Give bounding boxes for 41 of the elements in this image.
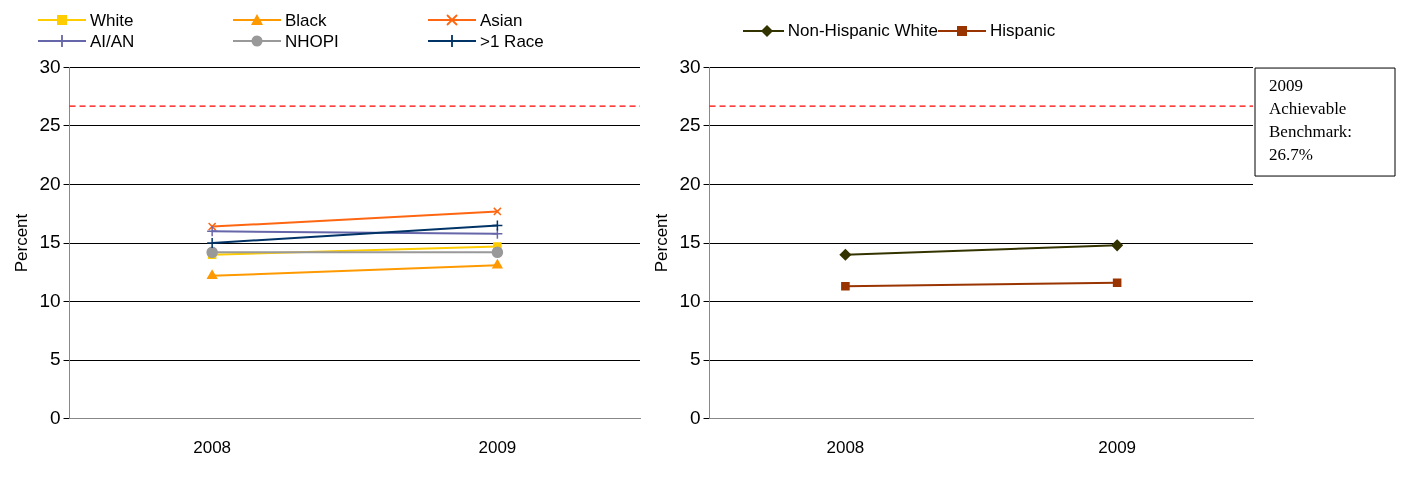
x-tick-label: 2009 — [1098, 438, 1137, 458]
y-tick-label: 30 — [39, 55, 61, 77]
y-tick-label: 20 — [679, 172, 701, 194]
y-tick-label: 0 — [689, 406, 701, 428]
ref-line-label: 2009 Achievable Benchmark: 26.7% — [1269, 76, 1353, 164]
legend-label: >1 Race — [480, 30, 544, 52]
point — [206, 225, 218, 238]
point — [206, 246, 218, 259]
point — [493, 207, 502, 216]
x-tick-label: 2008 — [193, 438, 232, 458]
x-tick-label: 2009 — [478, 438, 517, 458]
point — [491, 219, 504, 232]
point — [207, 222, 217, 231]
legend-label: Non-Hispanic White — [787, 20, 938, 41]
point — [1112, 278, 1122, 288]
x-tick-label: 2008 — [826, 438, 865, 458]
y-axis-title: Percent — [651, 213, 671, 273]
legend-label: Black — [285, 9, 327, 31]
y-tick-label: 5 — [689, 348, 701, 370]
point — [491, 246, 504, 259]
y-axis-title: Percent — [11, 213, 31, 273]
y-tick-label: 25 — [679, 114, 701, 136]
point — [841, 282, 850, 291]
legend-label: Asian — [480, 9, 523, 31]
y-tick-label: 15 — [679, 231, 701, 253]
point — [839, 248, 852, 261]
y-tick-label: 5 — [49, 348, 61, 370]
legend-label: Hispanic — [990, 20, 1056, 41]
y-tick-label: 30 — [679, 55, 701, 77]
y-tick-label: 0 — [49, 406, 61, 428]
point — [1111, 239, 1123, 252]
legend-label: White — [90, 9, 134, 31]
y-tick-label: 10 — [39, 289, 61, 311]
legend-label: AI/AN — [90, 30, 135, 52]
y-tick-label: 15 — [39, 231, 61, 253]
y-tick-label: 25 — [39, 114, 61, 136]
y-tick-label: 10 — [679, 289, 701, 311]
legend-label: NHOPI — [285, 30, 339, 52]
y-tick-label: 20 — [39, 172, 61, 194]
point — [206, 237, 218, 249]
point — [491, 227, 504, 240]
